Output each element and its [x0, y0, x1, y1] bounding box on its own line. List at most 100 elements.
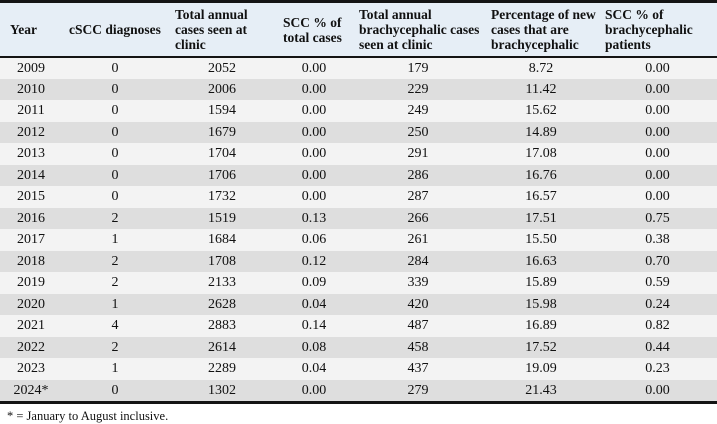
table-body: 2009 0 2052 0.00 179 8.72 0.00 2010 0 2006 0.00 229…: [0, 57, 717, 402]
table-cell: 284: [407, 253, 429, 269]
table-cell: 1302: [208, 382, 236, 398]
table-cell: 0.08: [301, 339, 327, 355]
table-cell: 0.82: [645, 318, 670, 334]
table-cell: 249: [407, 103, 429, 119]
table-cell: 2009: [17, 60, 45, 76]
table-cell: 0.00: [645, 124, 670, 140]
header-scc-pct-total: SCC % of total cases: [276, 3, 352, 59]
table-cell: 2: [111, 339, 119, 355]
table-cell: 2020: [17, 296, 45, 312]
table-cell: 179: [407, 60, 429, 76]
table-cell: 1: [111, 361, 119, 377]
table-cell: 0.06: [301, 232, 327, 248]
table-cell: 15.62: [525, 103, 557, 119]
table-cell: 2883: [208, 318, 236, 334]
table-cell: 2013: [17, 146, 45, 162]
table-cell: 0.00: [301, 189, 327, 205]
table-cell: 2016: [17, 210, 45, 226]
table-cell: 2289: [208, 361, 236, 377]
table-cell: 2021: [17, 318, 45, 334]
table-cell: 0.38: [645, 232, 670, 248]
table-cell: 287: [407, 189, 429, 205]
table-cell: 286: [407, 167, 429, 183]
table-cell: 14.89: [525, 124, 557, 140]
table-cell: 0: [111, 167, 119, 183]
table-row: 2018 2 1708 0.12 284 16.63 0.70: [0, 250, 717, 273]
table-cell: 0: [111, 189, 119, 205]
table-cell: 0: [111, 81, 119, 97]
table-cell: 458: [407, 339, 429, 355]
table-cell: 0: [111, 60, 119, 76]
table-cell: 16.57: [525, 189, 557, 205]
table-cell: 2023: [17, 361, 45, 377]
table-cell: 0: [111, 146, 119, 162]
table-cell: 4: [111, 318, 119, 334]
table-row: 2017 1 1684 0.06 261 15.50 0.38: [0, 229, 717, 251]
table-cell: 1732: [208, 189, 236, 205]
table-cell: 420: [407, 296, 429, 312]
scc-brachycephalic-table: Year cSCC diagnoses Total annual cases s…: [0, 0, 717, 405]
table-cell: 1704: [208, 146, 236, 162]
table-cell: 2018: [17, 253, 45, 269]
table-cell: 0.44: [645, 339, 670, 355]
header-row: Year cSCC diagnoses Total annual cases s…: [0, 3, 717, 59]
table-row: 2013 0 1704 0.00 291 17.08 0.00: [0, 143, 717, 165]
table-cell: 0.00: [301, 81, 327, 97]
table-cell: 2614: [208, 339, 236, 355]
table-cell: 2011: [17, 103, 45, 119]
table-cell: 2: [111, 210, 119, 226]
table-cell: 1708: [208, 253, 236, 269]
table-cell: 2024*: [13, 382, 49, 398]
table-row: 2015 0 1732 0.00 287 16.57 0.00: [0, 186, 717, 208]
table-cell: 1679: [208, 124, 236, 140]
table-cell: 0.75: [645, 210, 670, 226]
table-cell: 0.24: [645, 296, 670, 312]
table-cell: 2052: [208, 60, 236, 76]
table-row: 2010 0 2006 0.00 229 11.42 0.00: [0, 78, 717, 101]
table-cell: 229: [407, 81, 429, 97]
table-cell: 0.59: [645, 275, 670, 291]
table-row: 2020 1 2628 0.04 420 15.98 0.24: [0, 293, 717, 316]
table-cell: 2014: [17, 167, 45, 183]
table-cell: 1: [111, 232, 119, 248]
table-cell: 2015: [17, 189, 45, 205]
table-cell: 279: [407, 382, 429, 398]
table-cell: 0.00: [301, 103, 327, 119]
table-cell: 0.23: [645, 361, 670, 377]
table-cell: 0: [111, 103, 119, 119]
table-cell: 2: [111, 253, 119, 269]
header-total-annual-cases: Total annual cases seen at clinic: [168, 3, 276, 59]
table-cell: 266: [407, 210, 429, 226]
table-cell: 1684: [208, 232, 236, 248]
table-cell: 0.70: [645, 253, 670, 269]
header-year: Year: [0, 3, 62, 59]
table-cell: 2012: [17, 124, 45, 140]
table-row: 2023 1 2289 0.04 437 19.09 0.23: [0, 358, 717, 380]
table-cell: 291: [407, 146, 429, 162]
table-cell: 16.89: [525, 318, 557, 334]
table-cell: 0: [111, 124, 119, 140]
table-cell: 0.00: [645, 189, 670, 205]
table-row: 2024* 0 1302 0.00 279 21.43 0.00: [0, 379, 717, 402]
table-row: 2012 0 1679 0.00 250 14.89 0.00: [0, 121, 717, 144]
table-cell: 0.09: [301, 275, 327, 291]
table-cell: 1706: [208, 167, 236, 183]
header-total-brachycephalic-cases: Total annual brachycephalic cases seen a…: [352, 3, 484, 59]
table-cell: 0.00: [645, 103, 670, 119]
table-row: 2022 2 2614 0.08 458 17.52 0.44: [0, 336, 717, 359]
table-cell: 16.76: [525, 167, 557, 183]
table-cell: 1: [111, 296, 119, 312]
table-cell: 0.04: [301, 296, 327, 312]
table-cell: 0.13: [301, 210, 327, 226]
table-cell: 2017: [17, 232, 45, 248]
table-cell: 0.00: [645, 167, 670, 183]
table-row: 2011 0 1594 0.00 249 15.62 0.00: [0, 100, 717, 122]
table-cell: 17.08: [525, 146, 557, 162]
table-cell: 0.00: [301, 167, 327, 183]
table-cell: 0.00: [301, 146, 327, 162]
header-cscc-diagnoses: cSCC diagnoses: [62, 3, 168, 59]
table-cell: 487: [407, 318, 429, 334]
table-cell: 17.52: [525, 339, 557, 355]
header-pct-new-brachycephalic: Percentage of new cases that are brachyc…: [484, 3, 598, 59]
table-cell: 11.42: [525, 81, 557, 97]
